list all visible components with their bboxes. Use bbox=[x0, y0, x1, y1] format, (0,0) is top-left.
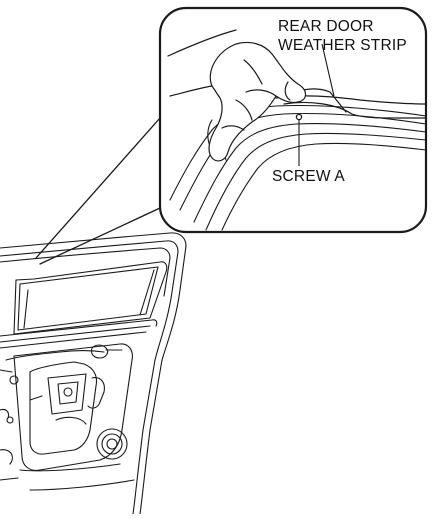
screw-a bbox=[295, 113, 303, 166]
weather-strip-leader-line bbox=[321, 43, 335, 97]
screw-a-label: SCREW A bbox=[272, 168, 345, 185]
callout-pointer bbox=[35, 117, 161, 265]
callout-detail-view bbox=[158, 6, 428, 234]
hand-icon bbox=[167, 29, 307, 162]
weather-strip-label-line-2: WEATHER STRIP bbox=[278, 37, 407, 54]
weather-strip-label: REAR DOOR WEATHER STRIP bbox=[278, 17, 407, 55]
rear-door bbox=[0, 232, 187, 515]
weather-strip-label-line-1: REAR DOOR bbox=[278, 18, 374, 35]
